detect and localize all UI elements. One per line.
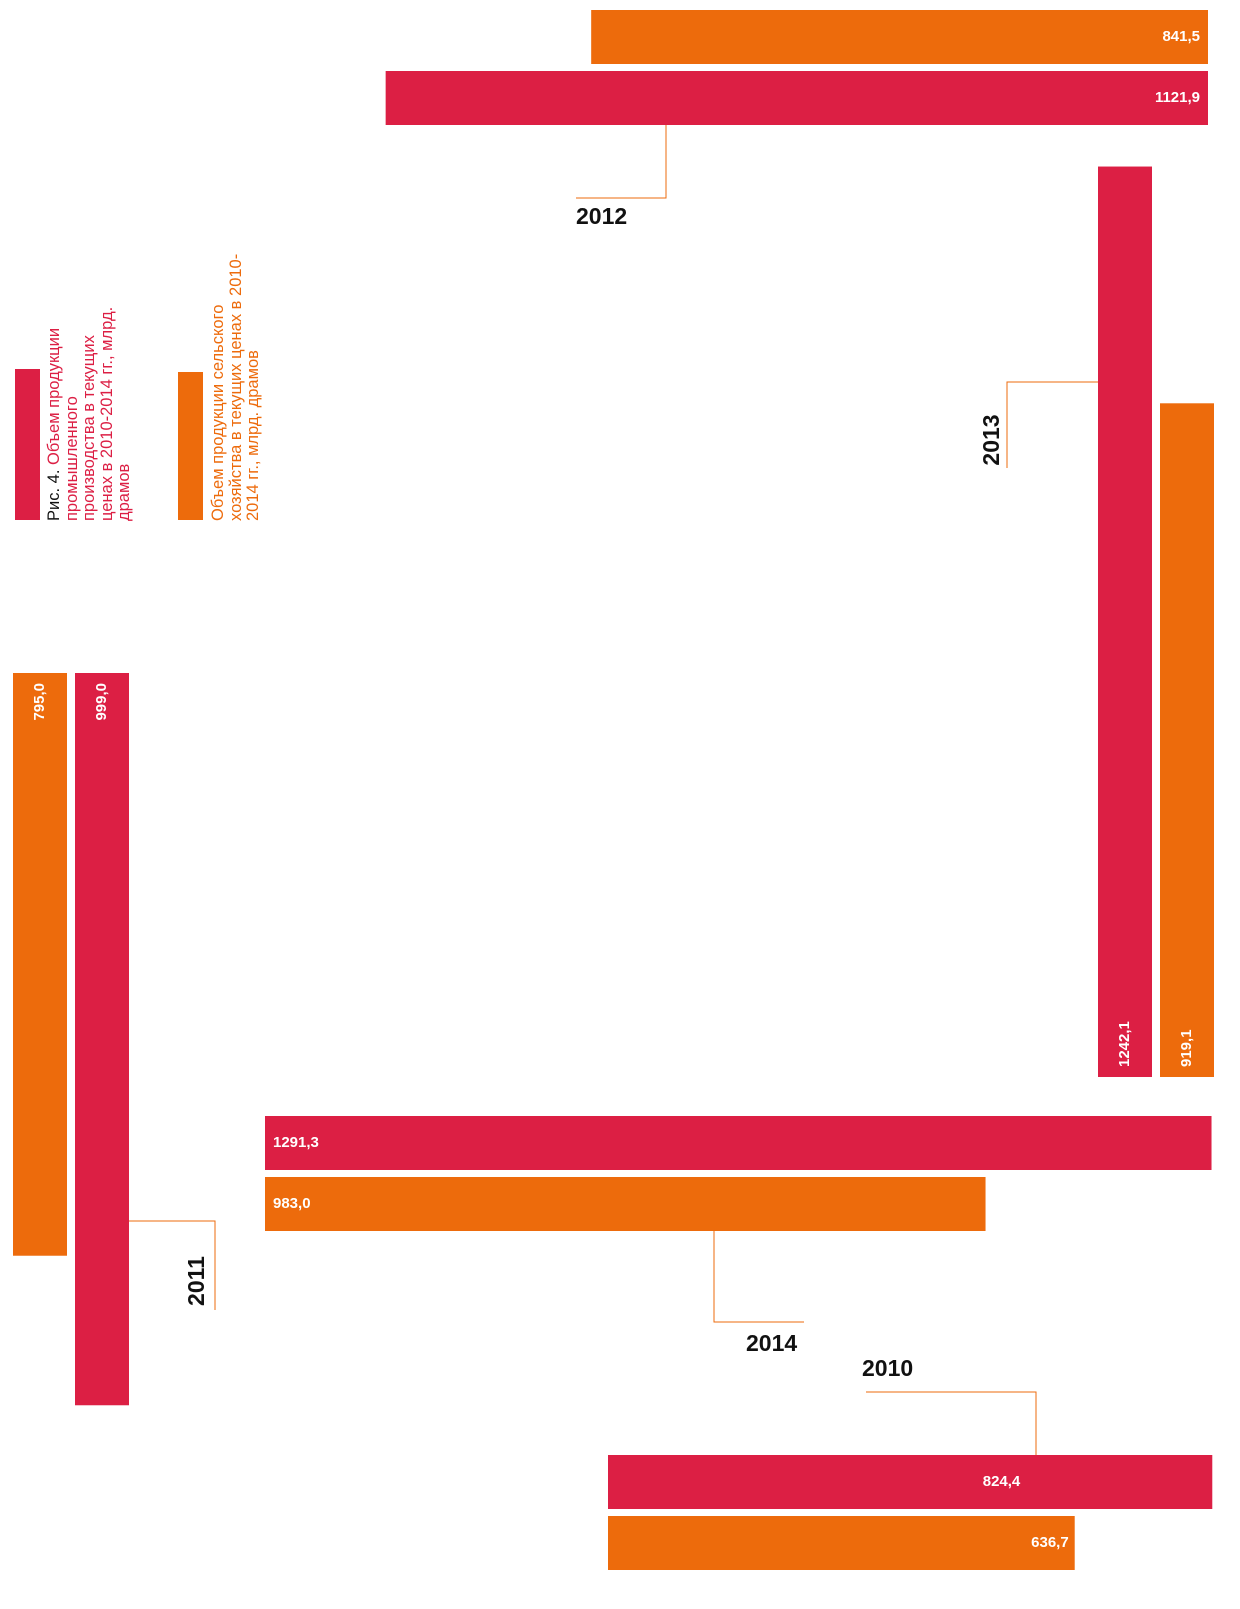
year-label: 2010 bbox=[862, 1355, 913, 1381]
connector bbox=[713, 1231, 804, 1323]
year-label: 2011 bbox=[183, 1256, 209, 1306]
bar bbox=[385, 71, 1208, 125]
connector bbox=[1006, 381, 1098, 468]
year-label: 2013 bbox=[978, 414, 1004, 465]
connector bbox=[576, 125, 667, 199]
legend-swatch bbox=[15, 369, 40, 520]
value-label: 824,4 bbox=[983, 1473, 1021, 1490]
value-label: 983,0 bbox=[273, 1195, 311, 1212]
value-label: 1291,3 bbox=[273, 1134, 319, 1151]
value-label: 999,0 bbox=[93, 683, 110, 721]
bar bbox=[1160, 403, 1214, 1078]
legend-swatch bbox=[178, 372, 203, 520]
bar bbox=[1098, 166, 1152, 1077]
bar bbox=[13, 673, 67, 1256]
year-label: 2014 bbox=[746, 1330, 797, 1356]
value-label: 636,7 bbox=[1031, 1534, 1069, 1551]
connector bbox=[104, 1220, 216, 1310]
year-label: 2012 bbox=[576, 203, 627, 229]
bar bbox=[265, 1116, 1212, 1170]
value-label: 841,5 bbox=[1162, 28, 1200, 45]
legend-entry: Рис. 4. Объем продукции промышленного пр… bbox=[45, 289, 134, 521]
legend-entry: Объем продукции сельского хозяйства в те… bbox=[209, 249, 263, 521]
value-label: 1242,1 bbox=[1116, 1021, 1133, 1067]
value-label: 795,0 bbox=[31, 683, 48, 721]
bar bbox=[608, 1455, 1213, 1509]
value-label: 1121,9 bbox=[1155, 89, 1200, 106]
bar bbox=[75, 673, 129, 1406]
connector bbox=[866, 1391, 1037, 1482]
figure-label: Рис. 4. bbox=[45, 469, 63, 521]
value-label: 919,1 bbox=[1178, 1029, 1195, 1067]
bar bbox=[608, 1516, 1075, 1570]
bar bbox=[591, 10, 1208, 64]
bar bbox=[265, 1177, 986, 1231]
legend-text: Объем продукции сельского хозяйства в те… bbox=[209, 253, 262, 521]
